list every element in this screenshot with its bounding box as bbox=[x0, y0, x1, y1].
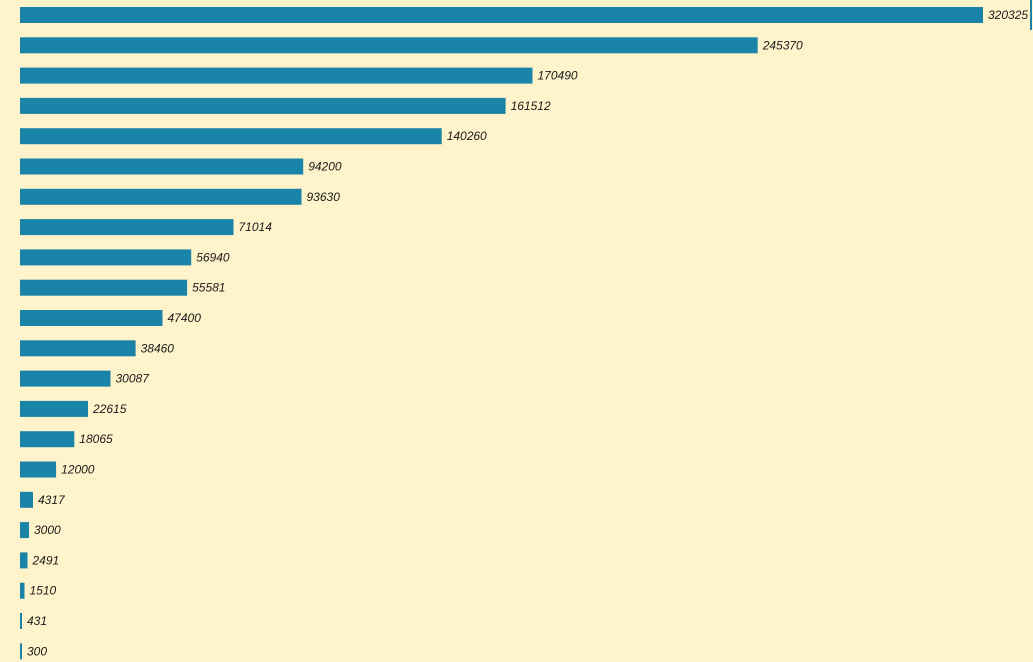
bar-value-label-14: 22615 bbox=[92, 402, 127, 416]
bar-value-label-15: 18065 bbox=[79, 432, 113, 446]
bar-10 bbox=[20, 279, 188, 296]
bar-value-label-17: 4317 bbox=[38, 493, 66, 507]
bar-value-label-9: 56940 bbox=[196, 250, 230, 264]
bar-value-label-22: 300 bbox=[27, 644, 47, 658]
bar-8 bbox=[20, 219, 234, 236]
bar-3 bbox=[20, 67, 533, 84]
bar-value-label-3: 170490 bbox=[538, 69, 578, 83]
bar-14 bbox=[20, 400, 88, 417]
bar-value-label-19: 2491 bbox=[32, 553, 60, 567]
bar-6 bbox=[20, 158, 304, 175]
bar-4 bbox=[20, 97, 506, 114]
bar-9 bbox=[20, 249, 192, 266]
bar-12 bbox=[20, 340, 136, 357]
bar-value-label-4: 161512 bbox=[511, 99, 551, 113]
bar-5 bbox=[20, 128, 442, 145]
bar-7 bbox=[20, 188, 302, 205]
bar-13 bbox=[20, 370, 111, 387]
bar-21 bbox=[20, 613, 22, 629]
bar-value-label-5: 140260 bbox=[447, 129, 487, 143]
bar-15 bbox=[20, 431, 75, 448]
bar-value-label-18: 3000 bbox=[34, 523, 61, 537]
bar-value-label-8: 71014 bbox=[239, 220, 273, 234]
bar-17 bbox=[20, 491, 33, 508]
bar-value-label-13: 30087 bbox=[116, 372, 151, 386]
bar-2 bbox=[20, 37, 758, 54]
bar-value-label-11: 47400 bbox=[168, 311, 202, 325]
bar-value-label-20: 1510 bbox=[30, 584, 57, 598]
bar-value-label-16: 12000 bbox=[61, 463, 95, 477]
bar-20 bbox=[20, 582, 25, 599]
bar-value-label-21: 431 bbox=[27, 614, 47, 628]
bar-value-label-10: 55581 bbox=[192, 281, 225, 295]
bar-value-label-2: 245370 bbox=[762, 38, 803, 52]
bar-11 bbox=[20, 310, 163, 326]
bar-value-label-12: 38460 bbox=[141, 341, 175, 355]
bar-value-label-1: 320325 bbox=[988, 8, 1028, 22]
bars-group: 320325 245370 170490 161512 140260 94200 93630… bbox=[20, 7, 1028, 660]
bar-1 bbox=[20, 7, 983, 23]
bar-18 bbox=[20, 522, 29, 539]
bar-16 bbox=[20, 461, 57, 478]
bar-value-label-6: 94200 bbox=[308, 160, 342, 174]
bar-value-label-7: 93630 bbox=[307, 190, 341, 204]
bar-22 bbox=[20, 643, 22, 660]
bar-19 bbox=[20, 552, 28, 569]
